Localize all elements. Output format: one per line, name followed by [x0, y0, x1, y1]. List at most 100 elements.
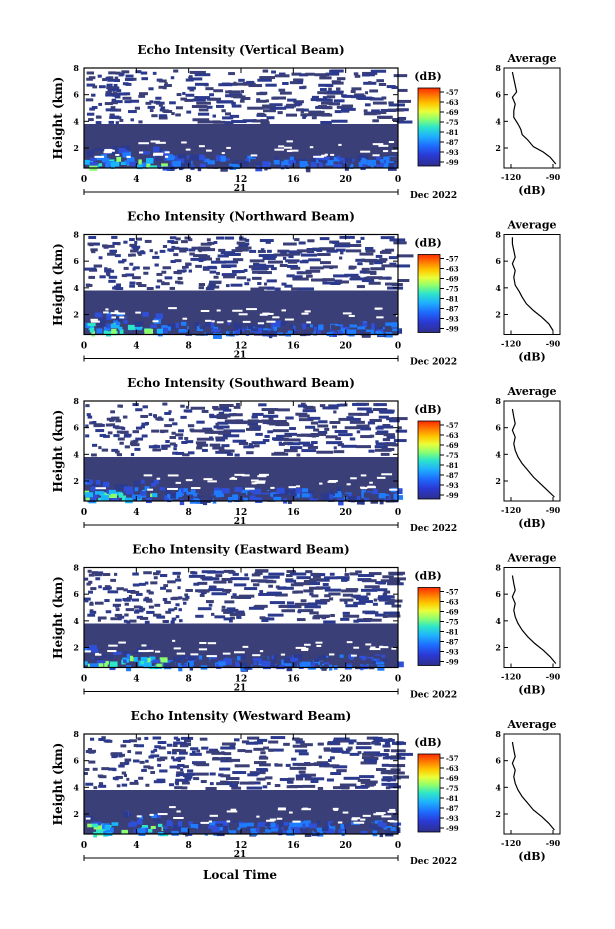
echo-cell [118, 326, 123, 331]
echo-cell [266, 116, 275, 120]
echo-cell [127, 750, 132, 754]
echo-cell [222, 116, 234, 120]
echo-cell [100, 654, 107, 658]
echo-gap [238, 313, 248, 316]
echo-cell [230, 595, 244, 599]
echo-cell [227, 580, 233, 584]
echo-cell [389, 662, 394, 667]
echo-cell [310, 654, 319, 660]
panel-3: Echo Intensity (Southward Beam)2468Heigh… [51, 376, 561, 534]
echo-cell [371, 325, 375, 330]
echo-cell [118, 260, 125, 264]
echo-cell [187, 830, 193, 836]
echo-cell [128, 313, 135, 317]
colorbar-label: (dB) [414, 570, 441, 583]
echo-cell [300, 662, 308, 668]
echo-cell [220, 780, 229, 784]
echo-cell [262, 656, 267, 661]
echo-cell [285, 113, 298, 117]
echo-gap [362, 814, 371, 817]
echo-cell [146, 162, 151, 168]
echo-gap [111, 316, 116, 319]
echo-cell [346, 828, 355, 834]
echo-cell [199, 163, 207, 169]
echo-cell [138, 606, 143, 610]
echo-cell [245, 749, 253, 753]
echo-cell [190, 747, 199, 751]
echo-cell [123, 486, 133, 492]
echo-gap [119, 316, 125, 319]
echo-cell [88, 150, 97, 154]
echo-cell [140, 425, 146, 429]
echo-cell [132, 572, 139, 576]
echo-cell [108, 120, 114, 124]
echo-cell [334, 495, 344, 501]
echo-cell [323, 660, 330, 666]
echo-cell [391, 604, 402, 608]
echo-cell [128, 739, 137, 743]
echo-cell [357, 155, 365, 161]
echo-cell [152, 659, 161, 663]
echo-cell [125, 74, 134, 78]
echo-cell [221, 820, 229, 826]
heatmap-title: Echo Intensity (Northward Beam) [127, 210, 355, 224]
echo-cell [340, 824, 345, 831]
echo-cell [199, 737, 208, 741]
echo-cell [297, 80, 304, 84]
echo-cell [377, 597, 391, 601]
echo-gap [332, 807, 339, 810]
echo-cell [278, 586, 287, 590]
echo-cell [146, 610, 155, 614]
colorbar [417, 587, 441, 666]
echo-cell [331, 747, 343, 751]
echo-cell [358, 600, 374, 604]
echo-cell [188, 76, 193, 80]
average-profile-line [511, 237, 554, 331]
echo-cell [341, 109, 350, 113]
echo-cell [177, 586, 181, 590]
echo-cell [260, 119, 269, 123]
echo-cell [228, 824, 238, 831]
echo-cell [178, 608, 182, 612]
echo-gap [272, 316, 280, 319]
echo-cell [108, 767, 116, 771]
echo-cell [205, 287, 215, 291]
echo-cell [102, 573, 111, 577]
echo-cell [170, 240, 179, 244]
echo-cell [292, 737, 300, 741]
echo-cell [389, 419, 400, 423]
echo-cell [103, 434, 110, 438]
echo-cell [110, 323, 120, 329]
echo-cell [175, 322, 180, 329]
echo-cell [214, 321, 219, 327]
echo-cell [135, 609, 144, 613]
echo-cell [97, 616, 107, 620]
panel-5: Echo Intensity (Westward Beam)2468Height… [51, 709, 561, 867]
echo-cell [231, 786, 242, 790]
echo-cell [289, 427, 296, 431]
echo-cell [296, 249, 313, 253]
echo-cell [286, 601, 295, 605]
echo-cell [343, 776, 360, 780]
echo-cell [309, 497, 314, 501]
echo-cell [258, 592, 276, 596]
echo-cell [152, 613, 162, 617]
echo-cell [165, 489, 171, 496]
echo-cell [327, 741, 339, 745]
average-profile-line [511, 408, 555, 498]
echo-cell [289, 156, 294, 162]
average-title: Average [506, 385, 556, 398]
echo-cell [295, 488, 302, 494]
echo-cell [302, 85, 307, 89]
echo-cell [88, 580, 93, 584]
echo-cell [209, 772, 216, 776]
echo-cell [230, 577, 243, 581]
echo-cell [327, 759, 332, 763]
echo-cell [199, 324, 203, 329]
echo-cell [105, 91, 112, 95]
echo-cell [220, 759, 233, 763]
echo-cell [316, 248, 323, 252]
echo-cell [190, 406, 206, 410]
echo-cell [196, 446, 203, 450]
echo-cell [180, 768, 184, 772]
